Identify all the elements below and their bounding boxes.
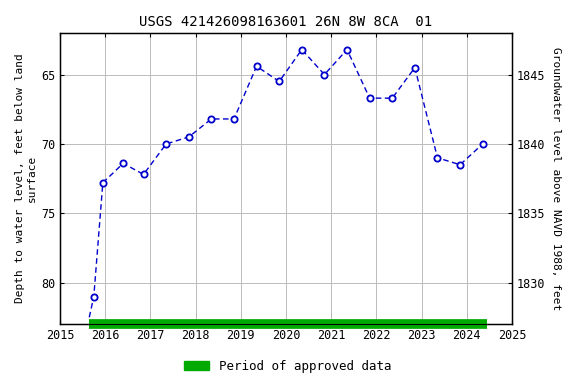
- Legend: Period of approved data: Period of approved data: [179, 355, 397, 378]
- Y-axis label: Depth to water level, feet below land
surface: Depth to water level, feet below land su…: [15, 54, 37, 303]
- Title: USGS 421426098163601 26N 8W 8CA  01: USGS 421426098163601 26N 8W 8CA 01: [139, 15, 433, 29]
- Y-axis label: Groundwater level above NAVD 1988, feet: Groundwater level above NAVD 1988, feet: [551, 47, 561, 310]
